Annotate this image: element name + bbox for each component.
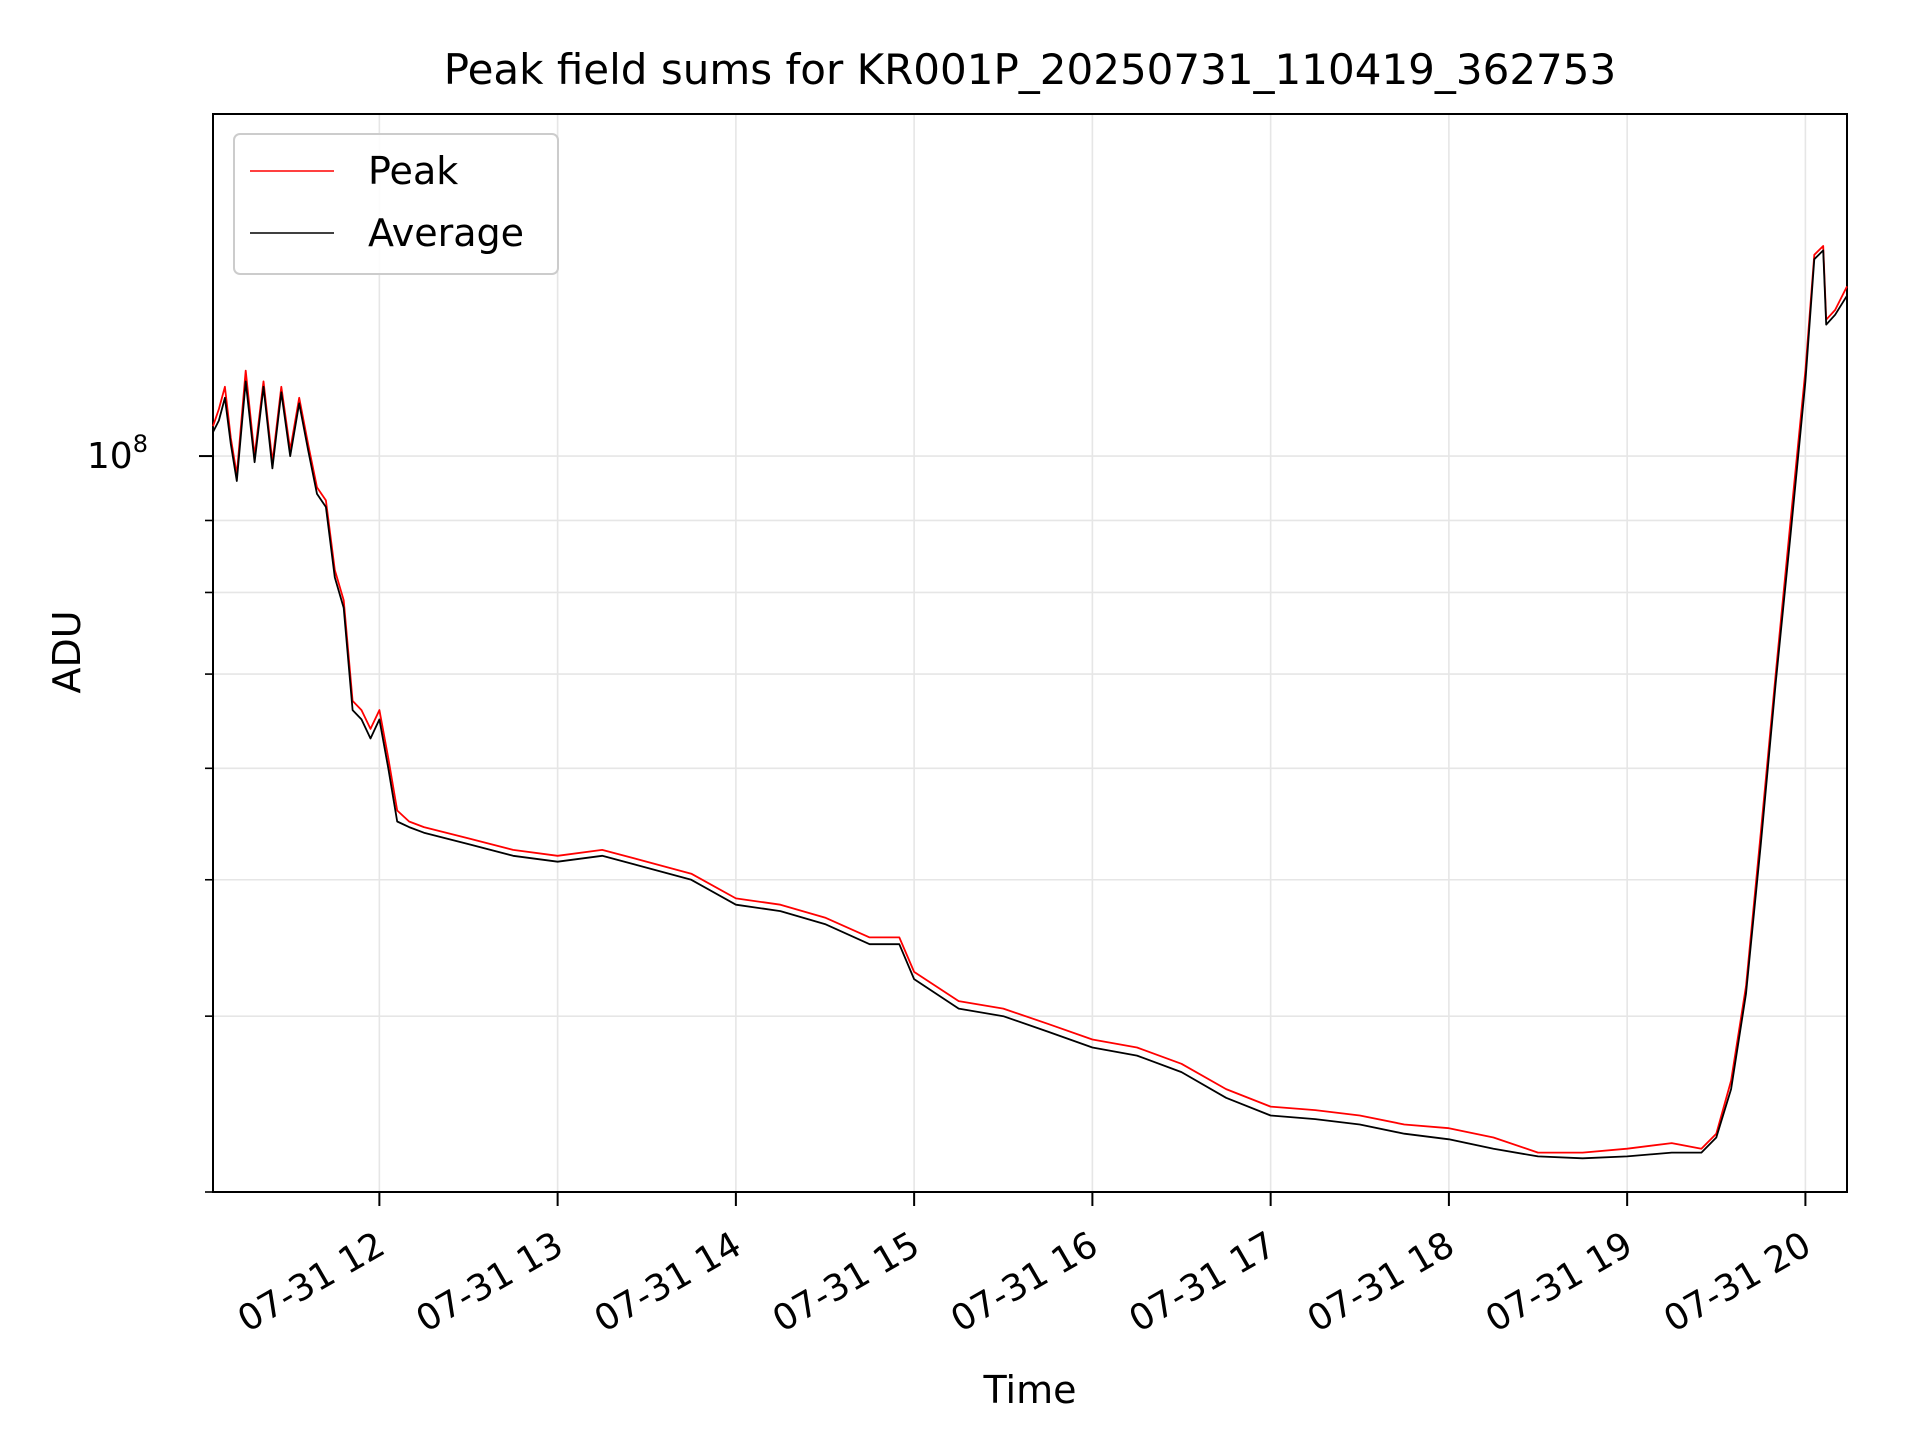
legend: Peak Average	[233, 133, 559, 275]
y-tick-base: 10	[87, 436, 133, 477]
svg-text:108: 108	[87, 430, 148, 477]
series-layer	[212, 245, 1848, 1160]
legend-label-average: Average	[368, 211, 524, 255]
series-line-average	[212, 249, 1848, 1160]
y-axis-ticks	[199, 455, 213, 1193]
chart-title: Peak field sums for KR001P_20250731_1104…	[444, 45, 1616, 94]
legend-label-peak: Peak	[368, 149, 458, 193]
legend-frame	[233, 133, 559, 275]
y-axis-label: ADU	[45, 610, 89, 693]
y-tick-label: 108	[87, 430, 148, 477]
series-line-peak	[212, 245, 1848, 1154]
x-axis-label: Time	[983, 1368, 1077, 1412]
plot-area	[212, 113, 1848, 1193]
y-tick-exponent: 8	[133, 430, 148, 458]
